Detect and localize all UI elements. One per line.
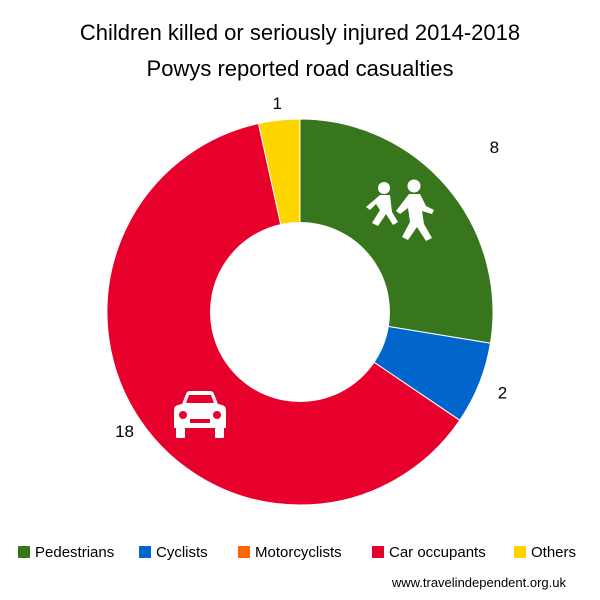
legend-label-cyclists: Cyclists [156,544,208,561]
car-icon [174,391,226,438]
legend-swatch-pedestrians [18,546,30,558]
legend-label-others: Others [531,544,576,561]
legend-swatch-car-occupants [372,546,384,558]
pedestrian-children-icon [366,179,434,241]
legend-swatch-cyclists [139,546,151,558]
legend-label-car-occupants: Car occupants [389,544,486,561]
legend-label-pedestrians: Pedestrians [35,544,114,561]
legend-label-motorcyclists: Motorcyclists [255,544,342,561]
chart-title-line-2: Powys reported road casualties [147,56,454,81]
source-url: www.travelindependent.org.uk [391,575,567,590]
data-label-car-occupants: 18 [115,422,134,441]
data-label-cyclists: 2 [498,384,507,403]
legend-swatch-motorcyclists [238,546,250,558]
data-label-others: 1 [273,94,282,113]
legend-swatch-others [514,546,526,558]
data-label-pedestrians: 8 [490,138,499,157]
chart-title-line-1: Children killed or seriously injured 201… [80,20,520,45]
donut-hole [210,222,390,402]
